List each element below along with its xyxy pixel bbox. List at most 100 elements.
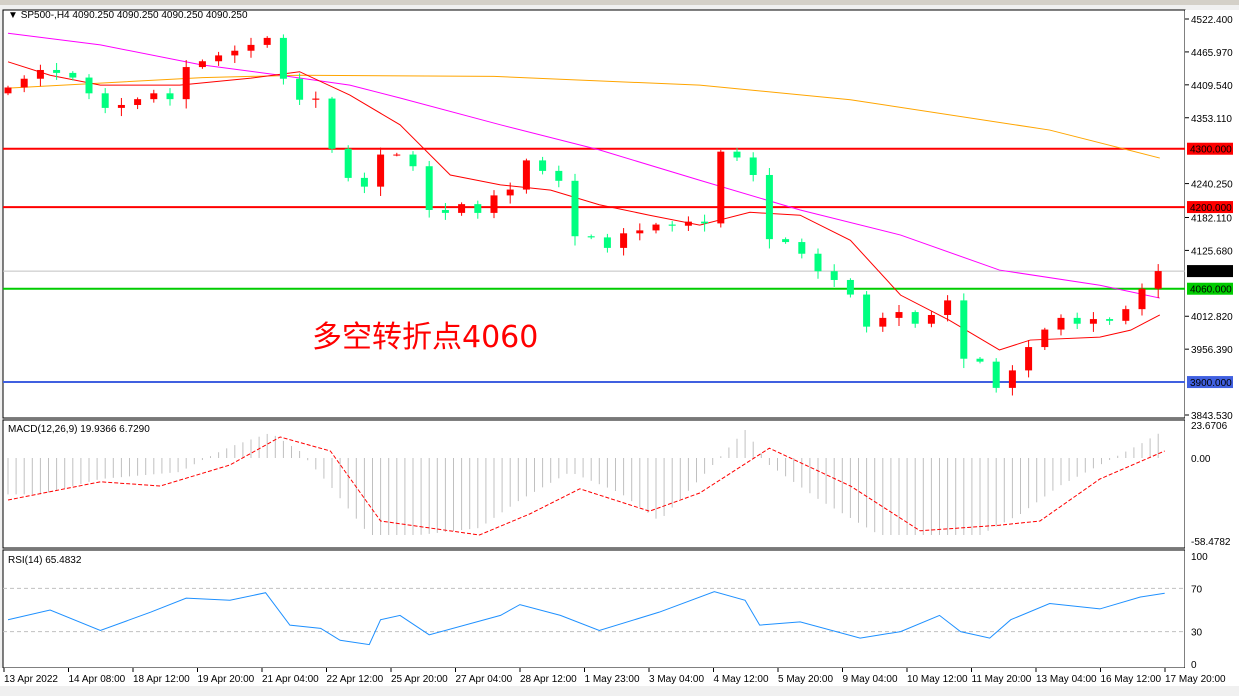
candle-body (53, 69, 61, 73)
candle-body (1106, 319, 1114, 321)
candle-body (263, 37, 271, 45)
price-tick-label: 4409.540 (1191, 81, 1233, 92)
candle-body (296, 78, 304, 100)
candle-body (927, 314, 935, 324)
candle-body (215, 55, 223, 62)
candle-body (701, 221, 709, 224)
rsi-tick-label: 100 (1191, 552, 1208, 563)
candle-body (620, 233, 628, 248)
candle-body (911, 312, 919, 324)
time-axis (0, 668, 1239, 686)
symbol-header-text: SP500-,H4 4090.250 4090.250 4090.250 409… (20, 10, 248, 21)
candle-body (1138, 288, 1146, 310)
candle-body (20, 78, 28, 88)
ma-mid-line (7, 32, 1160, 299)
candle-body (1089, 319, 1097, 324)
price-axis (1185, 10, 1239, 680)
candle-body (765, 174, 773, 240)
macd-pane (2, 419, 1186, 549)
macd-tick-label: 0.00 (1191, 454, 1211, 465)
candle-body (830, 271, 838, 280)
time-tick-label: 25 Apr 20:00 (391, 674, 448, 685)
status-strip (0, 686, 1239, 696)
candle-body (960, 300, 968, 359)
main-pane (2, 9, 1186, 419)
candle-body (944, 300, 952, 315)
candle-body (1041, 329, 1049, 348)
rsi-tick-label: 0 (1191, 660, 1197, 671)
time-tick-label: 21 Apr 04:00 (262, 674, 319, 685)
candle-body (652, 224, 660, 231)
price-tick-label: 4353.110 (1191, 114, 1232, 125)
time-tick-label: 4 May 12:00 (714, 674, 769, 685)
candle-body (377, 154, 385, 187)
candle-body (976, 358, 984, 362)
candle-body (312, 98, 320, 100)
candle-body (150, 93, 158, 100)
candle-body (717, 151, 725, 224)
candle-body (733, 151, 741, 158)
time-tick-label: 19 Apr 20:00 (198, 674, 255, 685)
candle-body (895, 312, 903, 318)
candle-body (490, 195, 498, 213)
candle-body (1122, 309, 1130, 321)
dropdown-triangle-icon[interactable]: ▼ (8, 10, 18, 21)
candle-body (134, 99, 142, 105)
time-tick-label: 27 Apr 04:00 (456, 674, 513, 685)
candle-body (36, 69, 44, 79)
price-tick-label: 4182.110 (1191, 213, 1232, 224)
ma-slow-line (7, 74, 1160, 159)
level-badge (1187, 376, 1233, 389)
candle-body (101, 93, 109, 108)
candle-body (539, 160, 547, 171)
candle-body (474, 204, 482, 213)
macd-tick-label: -58.4782 (1191, 537, 1231, 548)
candle-body (231, 50, 239, 56)
macd-tick-label: 23.6706 (1191, 421, 1228, 432)
candle-body (328, 98, 336, 149)
time-tick-label: 1 May 23:00 (585, 674, 640, 685)
symbol-header: ▼ SP500-,H4 4090.250 4090.250 4090.250 4… (8, 10, 248, 21)
candle-body (1025, 347, 1033, 371)
candle-body (182, 67, 190, 100)
time-tick-label: 17 May 20:00 (1165, 674, 1226, 685)
level-label: 4300.000 (1190, 145, 1232, 156)
candle-body (198, 61, 206, 68)
candle-body (4, 87, 12, 94)
candle-body (117, 104, 125, 108)
candle-body (458, 204, 466, 213)
time-tick-label: 13 Apr 2022 (4, 674, 58, 685)
candle-body (668, 224, 676, 226)
time-tick-label: 22 Apr 12:00 (327, 674, 384, 685)
candle-body (344, 148, 352, 178)
price-tick-label: 3956.390 (1191, 345, 1233, 356)
candle-body (506, 189, 514, 196)
current-price-badge (1187, 265, 1233, 278)
time-tick-label: 13 May 04:00 (1036, 674, 1097, 685)
price-tick-label: 4012.820 (1191, 312, 1233, 323)
level-badge (1187, 142, 1233, 155)
candle-body (846, 279, 854, 295)
candle-body (522, 160, 530, 190)
candle-body (814, 253, 822, 272)
time-tick-label: 3 May 04:00 (649, 674, 704, 685)
rsi-line (7, 591, 1165, 646)
time-tick-label: 14 Apr 08:00 (69, 674, 126, 685)
candle-body (863, 294, 871, 327)
candle-body (69, 72, 77, 78)
level-label: 3900.000 (1190, 378, 1232, 389)
candle-body (587, 236, 595, 238)
candle-body (1154, 271, 1162, 289)
price-tick-label: 4465.970 (1191, 48, 1233, 59)
level-label: 4200.000 (1190, 203, 1232, 214)
level-label: 4060.000 (1190, 285, 1232, 296)
time-tick-label: 28 Apr 12:00 (520, 674, 577, 685)
rsi-tick-label: 30 (1191, 628, 1203, 639)
level-badge (1187, 201, 1233, 214)
candle-body (571, 180, 579, 237)
candle-body (879, 317, 887, 327)
candle-body (992, 361, 1000, 388)
candle-body (555, 170, 563, 181)
price-tick-label: 3843.530 (1191, 411, 1233, 422)
macd-signal-line (7, 436, 1165, 536)
